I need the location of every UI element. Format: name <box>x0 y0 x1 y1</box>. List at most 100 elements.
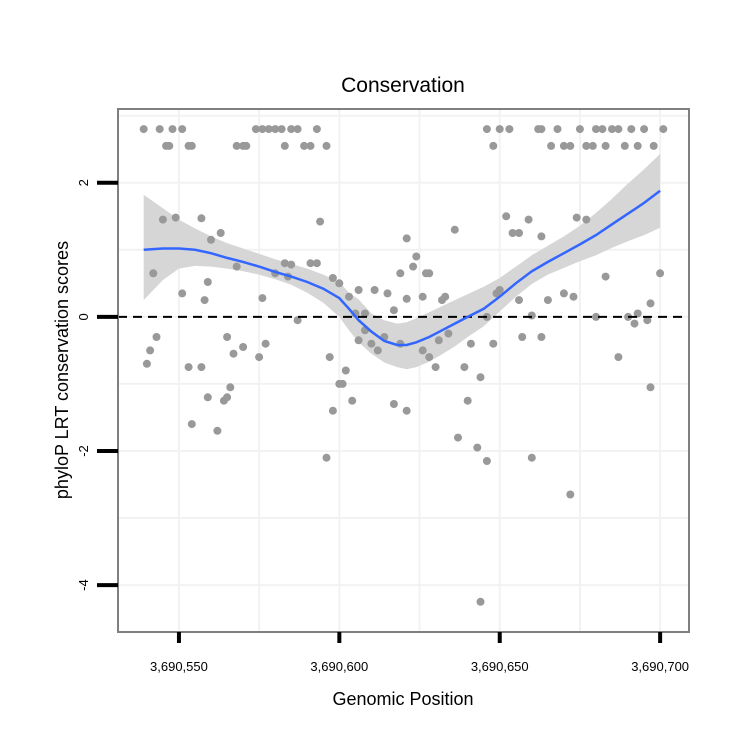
data-point <box>277 125 286 134</box>
data-point <box>232 262 241 271</box>
data-point <box>258 294 267 303</box>
data-point <box>559 289 568 298</box>
confidence-band <box>143 153 661 370</box>
data-point <box>328 274 337 282</box>
data-point <box>575 125 584 134</box>
data-point <box>370 286 379 294</box>
data-point <box>592 312 600 321</box>
data-point <box>460 363 469 372</box>
x-tick-label: 3,690,700 <box>631 659 689 674</box>
data-point <box>213 426 222 435</box>
data-point <box>200 296 209 305</box>
data-point <box>543 296 552 305</box>
data-point <box>441 292 450 301</box>
data-point <box>630 319 639 328</box>
data-point <box>293 316 302 325</box>
data-point <box>614 125 623 134</box>
data-point <box>280 259 289 268</box>
data-point <box>643 316 652 325</box>
data-point <box>425 353 434 362</box>
data-point <box>287 125 296 134</box>
data-point <box>425 269 434 278</box>
data-point <box>473 443 482 452</box>
data-point <box>402 234 411 243</box>
x-tick-label: 3,690,550 <box>150 659 208 674</box>
data-point <box>524 215 533 224</box>
data-point <box>165 141 174 150</box>
data-point <box>322 141 331 150</box>
data-point <box>293 125 302 134</box>
y-axis-label: phyloP LRT conservation scores <box>52 241 72 499</box>
data-point <box>354 286 363 294</box>
data-point <box>261 339 270 348</box>
data-point <box>444 329 453 338</box>
plot-border <box>117 108 690 633</box>
data-point <box>203 393 212 402</box>
data-point <box>559 141 568 150</box>
data-point <box>207 235 215 244</box>
data-point <box>646 383 655 392</box>
data-point <box>354 336 363 345</box>
data-point <box>325 353 334 362</box>
data-point <box>649 141 658 150</box>
data-point <box>482 125 491 134</box>
scatter-points <box>139 125 668 606</box>
y-tick-label: 2 <box>76 179 91 186</box>
data-point <box>229 349 238 358</box>
data-point <box>553 125 562 134</box>
data-point <box>601 141 610 150</box>
data-point <box>348 396 357 405</box>
x-tick-label: 3,690,650 <box>471 659 529 674</box>
data-point <box>232 141 241 150</box>
data-point <box>476 373 485 382</box>
data-point <box>633 141 642 150</box>
data-point <box>146 346 155 355</box>
data-point <box>582 215 591 224</box>
data-point <box>280 141 289 150</box>
data-point <box>418 292 427 301</box>
data-point <box>592 125 600 134</box>
data-point <box>434 336 443 345</box>
data-point <box>361 309 369 318</box>
data-point <box>242 141 251 150</box>
x-tick-label: 3,690,600 <box>310 659 368 674</box>
data-point <box>187 141 196 150</box>
data-point <box>518 333 527 341</box>
data-point <box>171 213 180 222</box>
data-point <box>633 309 642 318</box>
y-tick-label: 0 <box>76 313 91 320</box>
data-point <box>203 278 212 286</box>
data-point <box>627 125 636 134</box>
data-point <box>582 141 591 150</box>
data-point <box>620 141 629 150</box>
data-point <box>547 141 556 150</box>
data-point <box>187 420 196 429</box>
data-point <box>656 269 665 278</box>
x-axis: 3,690,550 3,690,600 3,690,650 3,690,700 <box>150 632 689 674</box>
data-point <box>345 292 353 301</box>
data-point <box>389 306 398 315</box>
data-point <box>572 213 581 222</box>
smooth-line-layer <box>143 189 661 347</box>
data-point <box>402 294 411 303</box>
data-point <box>258 125 267 134</box>
data-point <box>476 597 485 606</box>
data-point <box>287 260 296 269</box>
data-point <box>142 359 151 368</box>
data-point <box>373 346 382 355</box>
data-point <box>454 433 462 442</box>
data-point <box>608 125 616 134</box>
data-point <box>463 396 472 405</box>
data-point <box>178 125 187 134</box>
data-point <box>482 457 491 465</box>
data-point <box>152 333 161 341</box>
data-point <box>508 229 517 237</box>
data-point <box>338 379 347 388</box>
x-axis-label: Genomic Position <box>332 689 473 709</box>
data-point <box>316 217 325 226</box>
data-point <box>168 125 177 134</box>
data-point <box>659 125 668 134</box>
data-point <box>389 400 398 408</box>
data-point <box>328 406 337 415</box>
data-point <box>646 299 655 308</box>
